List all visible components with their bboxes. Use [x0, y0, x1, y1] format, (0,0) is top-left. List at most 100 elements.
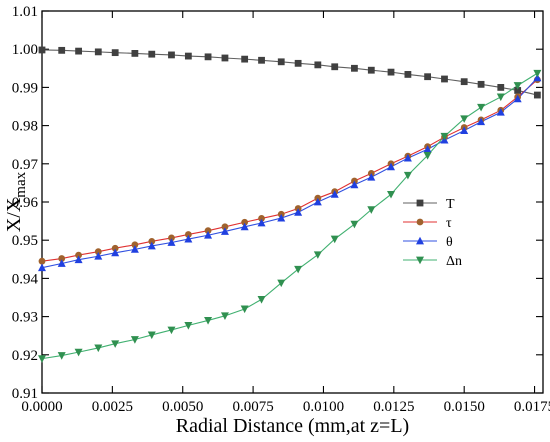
series-markers: [38, 46, 542, 363]
x-axis-title: Radial Distance (mm,at z=L): [176, 415, 409, 437]
y-tick-label: 0.91: [12, 386, 38, 402]
y-tick-label: 0.93: [12, 310, 38, 326]
data-point: [168, 234, 175, 242]
x-tick-label: 0.0175: [514, 399, 550, 415]
data-point: [313, 197, 322, 206]
data-point: [258, 215, 265, 222]
data-point: [533, 91, 541, 99]
data-point: [351, 64, 358, 72]
y-tick-label: 0.95: [12, 233, 38, 249]
legend: Tτθ Δn: [403, 197, 462, 269]
y-tick-label: 0.99: [12, 80, 38, 96]
y-tick-label: 0.96: [12, 195, 39, 211]
data-point: [220, 312, 229, 321]
legend-marker: [416, 236, 424, 245]
data-point: [367, 172, 376, 181]
data-point: [441, 75, 448, 83]
data-point: [131, 241, 139, 249]
data-point: [38, 46, 46, 54]
data-point: [533, 69, 542, 78]
y-tick-label: 0.97: [12, 157, 39, 173]
data-point: [168, 51, 175, 59]
data-point: [111, 340, 120, 348]
x-tick-label: 0.0125: [373, 399, 414, 415]
data-point: [184, 52, 192, 60]
data-point: [184, 321, 193, 330]
legend-item-4: Δn: [403, 254, 462, 269]
data-point: [131, 50, 139, 57]
data-point: [460, 78, 468, 86]
data-point: [111, 248, 120, 257]
legend-item-1: T: [403, 197, 455, 212]
data-point: [94, 252, 103, 260]
data-point: [314, 61, 322, 69]
data-point: [221, 54, 229, 62]
data-point: [74, 255, 83, 264]
data-point: [424, 73, 432, 81]
data-point: [111, 49, 119, 57]
data-point: [147, 241, 156, 250]
x-tick-label: 0.0150: [444, 399, 485, 415]
data-point: [204, 53, 212, 61]
data-point: [350, 180, 359, 189]
y-tick-label: 1.01: [12, 4, 38, 20]
data-point: [240, 222, 249, 231]
y-axis-title-subscript: max: [13, 171, 29, 197]
data-point: [277, 58, 285, 66]
data-point: [294, 59, 302, 67]
data-point: [57, 352, 66, 360]
data-point: [404, 71, 412, 78]
data-point: [257, 296, 266, 304]
data-point: [38, 355, 46, 363]
plot-area-frame: [41, 10, 544, 394]
data-point: [460, 126, 469, 134]
data-point: [130, 245, 139, 253]
data-point: [313, 251, 322, 259]
legend-label: T: [446, 197, 455, 212]
series-lines: [41, 49, 538, 360]
data-point: [241, 55, 249, 63]
data-point: [513, 94, 522, 103]
data-point: [184, 234, 193, 243]
data-point: [367, 206, 376, 214]
y-tick-label: 0.92: [12, 348, 38, 364]
data-point: [331, 63, 339, 71]
data-point: [147, 331, 156, 340]
data-point: [496, 93, 505, 102]
series-line-1: [41, 49, 538, 96]
data-point: [257, 218, 266, 227]
legend-marker: [416, 256, 424, 265]
data-point: [241, 218, 249, 226]
data-point: [277, 213, 286, 222]
series-markers-4: [38, 69, 542, 363]
data-point: [350, 220, 359, 229]
legend-label: θ: [446, 235, 453, 250]
y-tick-label: 0.98: [12, 119, 38, 135]
data-point: [94, 48, 102, 56]
legend-marker: [416, 218, 424, 226]
data-point: [477, 80, 485, 88]
data-point: [496, 108, 505, 116]
y-tick-label: 1.00: [12, 42, 38, 58]
data-point: [240, 305, 249, 314]
data-point: [460, 115, 469, 123]
data-point: [75, 251, 82, 259]
data-point: [204, 317, 213, 325]
data-point: [403, 153, 412, 162]
data-point: [74, 348, 83, 357]
series-line-3: [41, 77, 538, 269]
data-point: [423, 145, 432, 153]
legend-item-2: τ: [403, 216, 452, 231]
data-point: [57, 259, 66, 267]
data-point: [167, 326, 176, 335]
data-point: [514, 87, 522, 94]
x-tick-label: 0.0050: [162, 399, 203, 415]
series-markers-3: [38, 73, 542, 272]
data-point: [204, 227, 212, 235]
data-point: [184, 231, 192, 238]
series-markers-1: [38, 46, 541, 99]
data-point: [38, 257, 46, 265]
data-point: [148, 50, 156, 58]
x-tick-label: 0.0000: [21, 399, 62, 415]
data-point: [38, 263, 46, 272]
